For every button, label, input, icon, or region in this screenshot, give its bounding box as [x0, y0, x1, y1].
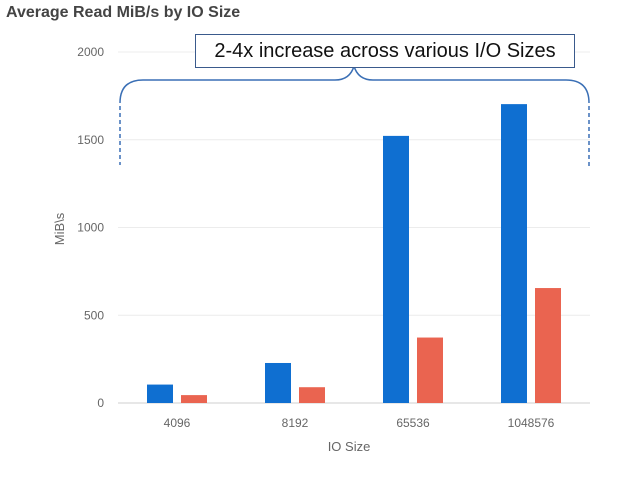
- x-tick-labels: 4096 8192 65536 1048576: [164, 416, 555, 430]
- bar-1048576-series-2[interactable]: [535, 288, 561, 403]
- annotation-callout: 2-4x increase across various I/O Sizes: [195, 34, 575, 68]
- x-axis-title: IO Size: [328, 439, 371, 454]
- x-tick-label: 65536: [396, 416, 430, 430]
- bar-65536-series-2[interactable]: [417, 337, 443, 403]
- x-tick-label: 8192: [282, 416, 309, 430]
- y-axis-title: MiB\s: [52, 212, 67, 245]
- chart-title: Average Read MiB/s by IO Size: [6, 4, 241, 21]
- curly-brace: [119, 63, 590, 104]
- y-tick-label: 2000: [77, 45, 104, 59]
- y-tick-label: 1500: [77, 133, 104, 147]
- bars: [147, 104, 561, 403]
- bar-4096-series-1[interactable]: [147, 384, 173, 403]
- bar-4096-series-2[interactable]: [181, 395, 207, 403]
- x-tick-label: 4096: [164, 416, 191, 430]
- bar-65536-series-1[interactable]: [383, 135, 409, 403]
- y-tick-labels: 0 500 1000 1500 2000: [77, 45, 104, 410]
- bar-8192-series-2[interactable]: [299, 387, 325, 403]
- bar-8192-series-1[interactable]: [265, 362, 291, 403]
- y-tick-label: 0: [97, 396, 104, 410]
- bar-1048576-series-1[interactable]: [501, 104, 527, 403]
- x-tick-label: 1048576: [508, 416, 555, 430]
- y-tick-label: 1000: [77, 221, 104, 235]
- y-tick-label: 500: [84, 308, 104, 322]
